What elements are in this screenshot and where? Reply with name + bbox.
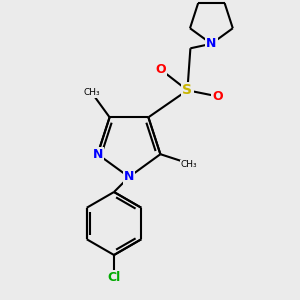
Text: S: S — [182, 83, 192, 97]
Text: O: O — [155, 63, 166, 76]
Text: CH₃: CH₃ — [83, 88, 100, 97]
Text: N: N — [206, 37, 217, 50]
Text: O: O — [212, 90, 223, 103]
Text: N: N — [92, 148, 103, 161]
Text: CH₃: CH₃ — [181, 160, 197, 169]
Text: N: N — [124, 170, 134, 184]
Text: Cl: Cl — [107, 271, 121, 284]
